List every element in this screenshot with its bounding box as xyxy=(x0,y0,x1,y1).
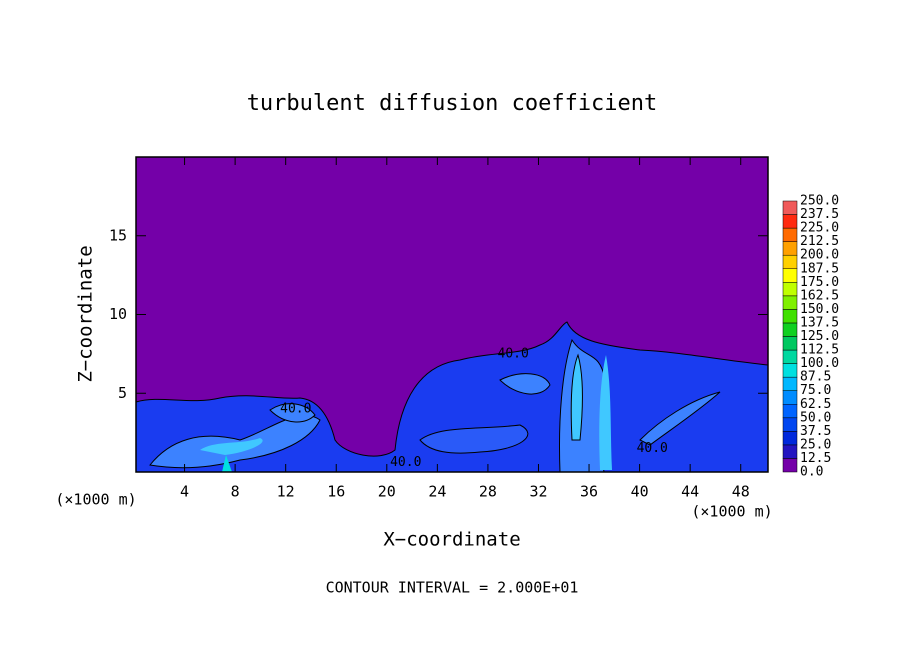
x-tick-label: 24 xyxy=(428,483,446,501)
colorbar-band xyxy=(782,241,798,256)
colorbar-label: 225.0 xyxy=(800,221,839,236)
field-region xyxy=(222,455,232,472)
colorbar-band xyxy=(782,363,798,378)
x-unit: (×1000 m) xyxy=(691,503,772,521)
colorbar-band xyxy=(782,404,798,419)
field-region xyxy=(639,391,721,446)
colorbar-band xyxy=(782,309,798,324)
field-region xyxy=(269,403,316,423)
x-tick-label: 8 xyxy=(231,483,240,501)
colorbar-band xyxy=(782,336,798,351)
x-axis-label: X−coordinate xyxy=(383,529,520,551)
colorbar-band xyxy=(782,254,798,269)
colorbar-label: 137.5 xyxy=(800,315,839,330)
x-tick-label: 48 xyxy=(732,483,750,501)
colorbar-label: 0.0 xyxy=(800,465,823,480)
colorbar-label: 37.5 xyxy=(800,424,831,439)
y-unit: (×1000 m) xyxy=(55,491,136,509)
x-tick-label: 40 xyxy=(631,483,649,501)
x-tick-label: 32 xyxy=(529,483,547,501)
field xyxy=(135,321,769,473)
contour-label: 40.0 xyxy=(637,441,668,456)
colorbar-label: 162.5 xyxy=(800,288,839,303)
colorbar-label: 12.5 xyxy=(800,451,831,466)
colorbar-band xyxy=(782,444,798,459)
colorbar-band xyxy=(782,431,798,446)
colorbar-label: 100.0 xyxy=(800,356,839,371)
colorbar-band xyxy=(782,390,798,405)
x-tick-label: 16 xyxy=(327,483,345,501)
colorbar-band xyxy=(782,295,798,310)
y-axis-label: Z−coordinate xyxy=(75,245,97,382)
x-tick-label: 36 xyxy=(580,483,598,501)
colorbar-label: 200.0 xyxy=(800,248,839,263)
contour-label: 40.0 xyxy=(498,346,529,361)
field-region xyxy=(419,424,529,454)
x-tick-label: 12 xyxy=(277,483,295,501)
y-tick-label: 5 xyxy=(118,384,127,402)
colorbar-band xyxy=(782,268,798,283)
x-tick-label: 20 xyxy=(378,483,396,501)
contour-label: 40.0 xyxy=(280,402,311,417)
colorbar-band xyxy=(782,322,798,337)
y-tick-label: 10 xyxy=(109,305,127,323)
y-tick-label: 15 xyxy=(109,226,127,244)
colorbar-band xyxy=(782,227,798,242)
field-region xyxy=(570,353,583,441)
contour-label: 40.0 xyxy=(390,455,421,470)
colorbar-label: 250.0 xyxy=(800,194,839,209)
colorbar-label: 175.0 xyxy=(800,275,839,290)
colorbar-band xyxy=(782,282,798,297)
x-tick-label: 44 xyxy=(681,483,699,501)
colorbar-band xyxy=(782,200,798,215)
colorbar-label: 150.0 xyxy=(800,302,839,317)
chart-title: turbulent diffusion coefficient xyxy=(247,91,658,116)
colorbar-band xyxy=(782,458,798,473)
colorbar-band xyxy=(782,376,798,391)
colorbar-label: 87.5 xyxy=(800,370,831,385)
colorbar-label: 237.5 xyxy=(800,207,839,222)
x-tick-label: 28 xyxy=(479,483,497,501)
colorbar-label: 212.5 xyxy=(800,234,839,249)
colorbar-label: 50.0 xyxy=(800,410,831,425)
colorbar-band xyxy=(782,214,798,229)
x-tick-label: 4 xyxy=(180,483,189,501)
footer: CONTOUR INTERVAL = 2.000E+01 xyxy=(326,579,579,597)
colorbar-label: 112.5 xyxy=(800,343,839,358)
colorbar-band xyxy=(782,349,798,364)
field-region xyxy=(499,373,551,395)
colorbar-label: 62.5 xyxy=(800,397,831,412)
colorbar-label: 125.0 xyxy=(800,329,839,344)
colorbar-label: 25.0 xyxy=(800,437,831,452)
colorbar-label: 75.0 xyxy=(800,383,831,398)
colorbar-band xyxy=(782,417,798,432)
field-region xyxy=(149,414,321,469)
field-region xyxy=(200,438,263,455)
colorbar-label: 187.5 xyxy=(800,261,839,276)
field-region xyxy=(599,355,612,470)
